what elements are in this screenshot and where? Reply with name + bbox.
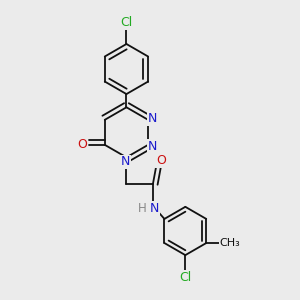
- Text: O: O: [77, 138, 87, 151]
- Text: N: N: [148, 112, 157, 125]
- Text: Cl: Cl: [120, 16, 133, 29]
- Text: O: O: [156, 154, 166, 167]
- Text: Cl: Cl: [179, 271, 191, 284]
- Text: N: N: [148, 140, 157, 153]
- Text: CH₃: CH₃: [219, 238, 240, 248]
- Text: N: N: [121, 155, 130, 168]
- Text: H: H: [137, 202, 146, 215]
- Text: N: N: [150, 202, 159, 215]
